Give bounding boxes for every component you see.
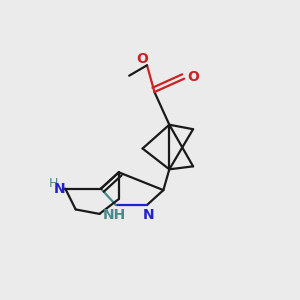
Text: H: H [49, 177, 58, 190]
Text: N: N [53, 182, 65, 196]
Text: O: O [136, 52, 148, 66]
Text: N: N [143, 208, 154, 222]
Text: NH: NH [103, 208, 126, 222]
Text: O: O [187, 70, 199, 84]
